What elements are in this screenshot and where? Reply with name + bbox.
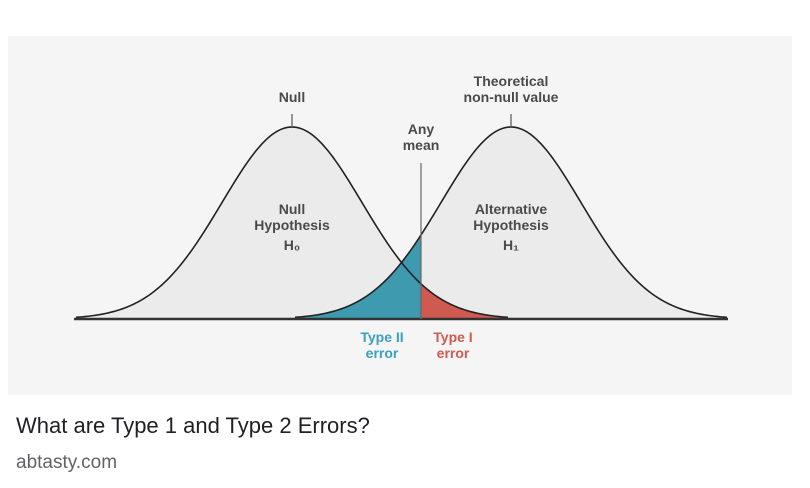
result-source[interactable]: abtasty.com [16, 452, 118, 473]
result-title[interactable]: What are Type 1 and Type 2 Errors? [16, 413, 370, 438]
type-ii-error-region [295, 234, 421, 319]
hypothesis-error-diagram: Null Theoretical non-null value Any mean… [74, 73, 728, 361]
any-mean-label-line2: mean [403, 137, 440, 153]
theoretical-label-line1: Theoretical [474, 73, 549, 89]
null-hypothesis-label-line2: Hypothesis [254, 217, 330, 233]
type-i-error-region [421, 283, 508, 319]
type-ii-error-label-line2: error [366, 345, 399, 361]
null-hypothesis-label-line1: Null [279, 201, 305, 217]
null-label: Null [279, 89, 305, 105]
result-thumbnail[interactable]: Null Theoretical non-null value Any mean… [8, 36, 792, 395]
alt-hypothesis-label-line2: Hypothesis [473, 217, 549, 233]
alt-hypothesis-symbol: H₁ [503, 237, 519, 253]
type-i-error-label-line2: error [437, 345, 470, 361]
alt-hypothesis-label-line1: Alternative [475, 201, 548, 217]
type-i-error-label-line1: Type I [433, 329, 472, 345]
any-mean-label-line1: Any [408, 121, 435, 137]
theoretical-label-line2: non-null value [464, 89, 559, 105]
type-ii-error-label-line1: Type II [360, 329, 403, 345]
null-hypothesis-symbol: H₀ [284, 237, 300, 253]
